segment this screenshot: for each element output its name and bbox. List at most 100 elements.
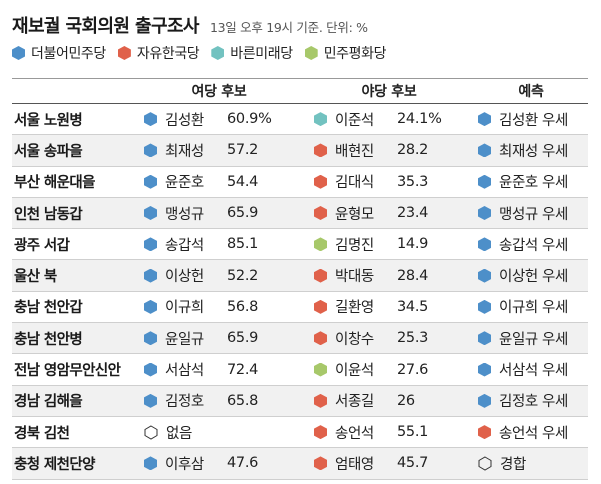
prediction-cell: 경합 [474, 448, 588, 478]
table-body: 서울 노원병 김성환 60.9% 이준석 24.1% 김성환 우세 서울 송파을 최재성 57.… [12, 104, 588, 480]
prediction-text: 맹성규 우세 [499, 206, 568, 223]
candidate-name: 최재성 [165, 143, 204, 160]
prediction-cell: 맹성규 우세 [474, 198, 588, 228]
region-name: 전남 영암무안신안 [14, 363, 121, 380]
region-name: 서울 송파을 [14, 143, 83, 160]
opposition-candidate-cell: 길환영 34.5 [304, 292, 474, 322]
table-row: 충남 천안병 윤일규 65.9 이창수 25.3 윤일규 우세 [12, 323, 588, 355]
chart-title: 재보궐 국회의원 출구조사 [12, 16, 200, 37]
ruling-candidate-cell: 송갑석 85.1 [134, 229, 304, 259]
table-row: 인천 남동갑 맹성규 65.9 윤형모 23.4 맹성규 우세 [12, 197, 588, 230]
candidate-party-hex-icon [314, 174, 327, 189]
candidate-name: 윤준호 [165, 175, 204, 192]
region-name: 충청 제천단양 [14, 456, 95, 473]
prediction-hex-icon [478, 425, 491, 440]
candidate-name: 송언석 [335, 425, 374, 442]
candidate-party-hex-icon [314, 362, 327, 377]
table-row: 부산 해운대을 윤준호 54.4 김대식 35.3 윤준호 우세 [12, 167, 588, 198]
prediction-cell: 윤준호 우세 [474, 167, 588, 197]
prediction-cell: 최재성 우세 [474, 135, 588, 165]
ruling-candidate-cell: 이상헌 52.2 [134, 260, 304, 290]
vote-percentage: 55.1 [397, 424, 429, 441]
vote-percentage: 28.4 [397, 267, 429, 284]
table-row: 경북 김천 없음 송언석 55.1 송언석 우세 [12, 417, 588, 449]
legend-label: 민주평화당 [323, 46, 387, 62]
legend-item: 바른미래당 [211, 43, 293, 63]
legend-hex-icon [117, 46, 131, 60]
vote-percentage: 26 [397, 392, 415, 409]
candidate-name: 길환영 [335, 300, 374, 317]
ruling-candidate-cell: 최재성 57.2 [134, 135, 304, 165]
prediction-hex-icon [478, 174, 491, 189]
prediction-cell: 이규희 우세 [474, 292, 588, 322]
table-row: 서울 노원병 김성환 60.9% 이준석 24.1% 김성환 우세 [12, 104, 588, 136]
candidate-name: 배현진 [335, 143, 374, 160]
candidate-party-hex-icon [314, 299, 327, 314]
ruling-candidate-cell: 서삼석 72.4 [134, 354, 304, 384]
candidate-name: 맹성규 [165, 206, 204, 223]
ruling-candidate-cell: 이규희 56.8 [134, 292, 304, 322]
ruling-candidate-cell: 없음 [134, 417, 304, 447]
prediction-text: 최재성 우세 [499, 143, 568, 160]
legend-hex-icon [12, 46, 25, 60]
prediction-hex-icon [478, 362, 491, 377]
opposition-candidate-cell: 이윤석 27.6 [304, 354, 474, 384]
candidate-name: 이준석 [335, 112, 374, 129]
opposition-candidate-cell: 윤형모 23.4 [304, 198, 474, 228]
legend-label: 자유한국당 [136, 46, 200, 62]
table-row: 광주 서갑 송갑석 85.1 김명진 14.9 송갑석 우세 [12, 229, 588, 261]
candidate-name: 서종길 [335, 394, 374, 411]
prediction-text: 송갑석 우세 [499, 237, 568, 254]
vote-percentage: 47.6 [227, 455, 259, 472]
candidate-party-hex-icon [144, 299, 157, 314]
candidate-party-hex-icon [144, 206, 157, 221]
header-opposition-candidate: 야당 후보 [361, 84, 417, 100]
vote-percentage: 56.8 [227, 298, 259, 315]
prediction-hex-icon [478, 299, 491, 314]
candidate-party-hex-icon [314, 237, 327, 252]
candidate-party-hex-icon [314, 425, 327, 440]
vote-percentage: 23.4 [397, 205, 429, 222]
prediction-hex-icon [478, 393, 491, 408]
prediction-hex-icon [478, 268, 491, 283]
region-name: 충남 천안병 [14, 331, 83, 348]
vote-percentage: 25.3 [397, 330, 429, 347]
candidate-party-hex-icon [144, 237, 157, 252]
candidate-party-hex-icon [144, 174, 157, 189]
header-prediction: 예측 [518, 84, 544, 100]
vote-percentage: 72.4 [227, 361, 259, 378]
region-name: 인천 남동갑 [14, 206, 83, 223]
ruling-candidate-cell: 맹성규 65.9 [134, 198, 304, 228]
prediction-cell: 윤일규 우세 [474, 323, 588, 353]
legend-label: 더불어민주당 [31, 46, 106, 62]
vote-percentage: 24.1% [397, 111, 442, 128]
table-row: 충남 천안갑 이규희 56.8 길환영 34.5 이규희 우세 [12, 292, 588, 324]
vote-percentage: 34.5 [397, 298, 429, 315]
region-name: 광주 서갑 [14, 237, 70, 254]
region-name: 충남 천안갑 [14, 300, 83, 317]
legend-item: 민주평화당 [304, 43, 387, 63]
prediction-text: 윤준호 우세 [499, 175, 568, 192]
ruling-candidate-cell: 김정호 65.8 [134, 386, 304, 416]
opposition-candidate-cell: 김대식 35.3 [304, 167, 474, 197]
candidate-party-hex-icon [144, 362, 157, 377]
candidate-name: 이규희 [165, 300, 204, 317]
region-name: 경북 김천 [14, 425, 70, 442]
legend-item: 자유한국당 [117, 43, 200, 63]
candidate-name: 박대동 [335, 269, 374, 286]
opposition-candidate-cell: 배현진 28.2 [304, 135, 474, 165]
candidate-name: 김정호 [165, 394, 204, 411]
legend-label: 바른미래당 [230, 46, 293, 62]
prediction-cell: 이상헌 우세 [474, 260, 588, 290]
table-row: 전남 영암무안신안 서삼석 72.4 이윤석 27.6 서삼석 우세 [12, 354, 588, 386]
candidate-party-hex-icon [314, 143, 327, 158]
legend-hex-icon [211, 46, 225, 60]
candidate-name: 송갑석 [165, 237, 204, 254]
ruling-candidate-cell: 윤준호 54.4 [134, 167, 304, 197]
candidate-party-hex-icon [144, 112, 157, 127]
prediction-hex-icon [478, 206, 491, 221]
candidate-party-hex-icon [314, 206, 327, 221]
candidate-name: 김명진 [335, 237, 374, 254]
candidate-name: 이후삼 [165, 456, 204, 473]
vote-percentage: 52.2 [227, 267, 259, 284]
